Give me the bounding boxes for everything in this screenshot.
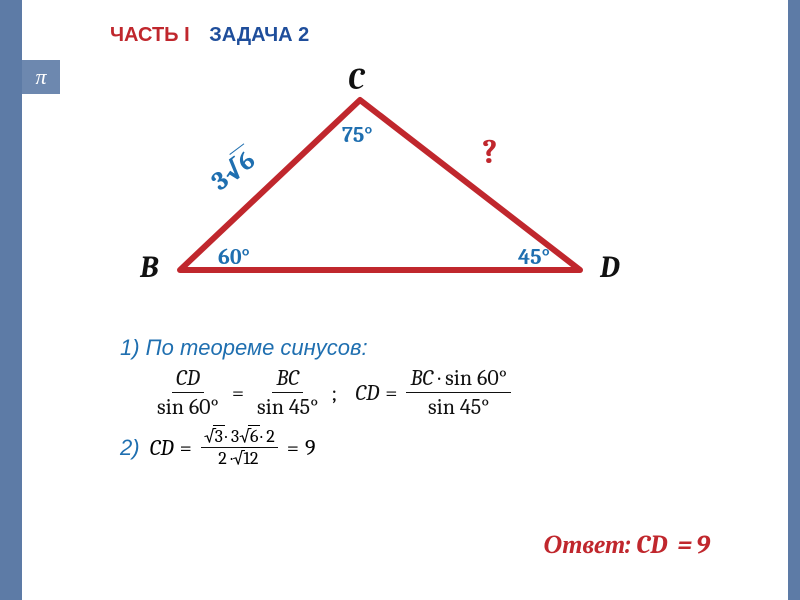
right-stripe	[788, 0, 800, 600]
triangle-diagram: B C D 60° 75° 45° 3√6 ?	[120, 70, 680, 310]
f2-num-mid: · 3	[225, 426, 239, 447]
vertex-c-label: C	[348, 62, 364, 97]
formula-1: CD sin 60° = BC sin 45° ; CD = BC · sin …	[150, 365, 680, 420]
f1-lhs-den-arg: 60°	[189, 394, 219, 420]
f2-den-r: 12	[241, 447, 260, 469]
vertex-b-label: B	[140, 250, 158, 285]
f2-result: 9	[305, 435, 316, 461]
f2-num-r2: 6	[248, 425, 260, 447]
f1-rhs-den-arg: 45°	[289, 394, 319, 420]
header-task: ЗАДАЧА 2	[209, 24, 309, 46]
f1b-num-op: ·	[438, 365, 440, 391]
f1-lhs-den-fn: sin	[157, 394, 184, 420]
step1-label: 1) По теореме синусов:	[120, 335, 680, 361]
f1b-lhs: CD	[355, 380, 379, 406]
answer-var: CD	[636, 530, 667, 560]
f1b-den-arg: 45°	[460, 394, 490, 420]
answer-label: Ответ:	[544, 530, 631, 560]
f2-den-head: 2 ·	[218, 448, 232, 469]
f1b-den-fn: sin	[428, 394, 455, 420]
pi-badge: π	[22, 60, 60, 94]
pi-symbol: π	[35, 64, 46, 90]
angle-d: 45°	[518, 244, 550, 270]
formula-2-row: 2) CD = √3· 3√6· 2 2 ·√12 = 9	[120, 426, 680, 469]
step2-label: 2)	[120, 435, 140, 461]
vertex-d-label: D	[600, 250, 620, 285]
question-mark: ?	[482, 132, 497, 172]
f1b-num-arg: 60°	[477, 365, 507, 391]
f2-num-tail: · 2	[260, 426, 274, 447]
f1-rhs-den-fn: sin	[257, 394, 284, 420]
header-part: ЧАСТЬ I	[110, 24, 190, 46]
f1b-num-a: BC	[410, 365, 433, 391]
answer-line: Ответ: CD =9	[544, 530, 710, 560]
left-stripe	[0, 0, 22, 600]
angle-b: 60°	[218, 244, 250, 270]
slide-header: ЧАСТЬ I ЗАДАЧА 2	[110, 24, 309, 47]
f1-rhs-num: BC	[276, 365, 299, 391]
triangle-svg	[120, 70, 680, 310]
solution-block: 1) По теореме синусов: CD sin 60° = BC s…	[120, 335, 680, 469]
f2-lhs: CD	[150, 435, 174, 461]
answer-eq: =	[677, 530, 692, 560]
answer-value: 9	[696, 530, 710, 560]
angle-c: 75°	[342, 122, 373, 148]
f2-num-r1: 3	[213, 425, 225, 447]
f1b-num-fn: sin	[445, 365, 472, 391]
f1-lhs-num: CD	[176, 365, 200, 391]
